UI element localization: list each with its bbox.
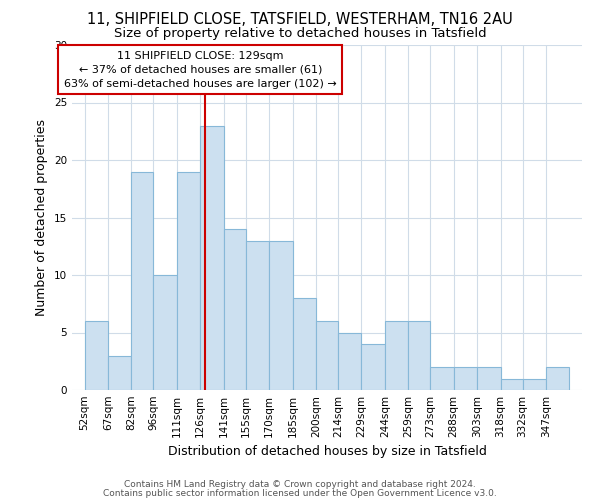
X-axis label: Distribution of detached houses by size in Tatsfield: Distribution of detached houses by size … bbox=[167, 446, 487, 458]
Bar bbox=[546, 367, 569, 390]
Bar bbox=[361, 344, 385, 390]
Bar bbox=[316, 321, 338, 390]
Bar bbox=[177, 172, 200, 390]
Bar bbox=[409, 321, 430, 390]
Bar bbox=[269, 240, 293, 390]
Bar bbox=[293, 298, 316, 390]
Text: 11 SHIPFIELD CLOSE: 129sqm
← 37% of detached houses are smaller (61)
63% of semi: 11 SHIPFIELD CLOSE: 129sqm ← 37% of deta… bbox=[64, 51, 337, 89]
Y-axis label: Number of detached properties: Number of detached properties bbox=[35, 119, 49, 316]
Bar bbox=[200, 126, 224, 390]
Bar bbox=[385, 321, 409, 390]
Bar bbox=[85, 321, 108, 390]
Bar bbox=[454, 367, 477, 390]
Bar bbox=[224, 229, 245, 390]
Text: Contains public sector information licensed under the Open Government Licence v3: Contains public sector information licen… bbox=[103, 488, 497, 498]
Bar bbox=[430, 367, 454, 390]
Bar bbox=[131, 172, 154, 390]
Bar bbox=[338, 332, 361, 390]
Bar bbox=[108, 356, 131, 390]
Bar bbox=[154, 275, 177, 390]
Text: 11, SHIPFIELD CLOSE, TATSFIELD, WESTERHAM, TN16 2AU: 11, SHIPFIELD CLOSE, TATSFIELD, WESTERHA… bbox=[87, 12, 513, 28]
Bar bbox=[477, 367, 500, 390]
Text: Size of property relative to detached houses in Tatsfield: Size of property relative to detached ho… bbox=[113, 28, 487, 40]
Text: Contains HM Land Registry data © Crown copyright and database right 2024.: Contains HM Land Registry data © Crown c… bbox=[124, 480, 476, 489]
Bar bbox=[500, 378, 523, 390]
Bar bbox=[523, 378, 546, 390]
Bar bbox=[245, 240, 269, 390]
